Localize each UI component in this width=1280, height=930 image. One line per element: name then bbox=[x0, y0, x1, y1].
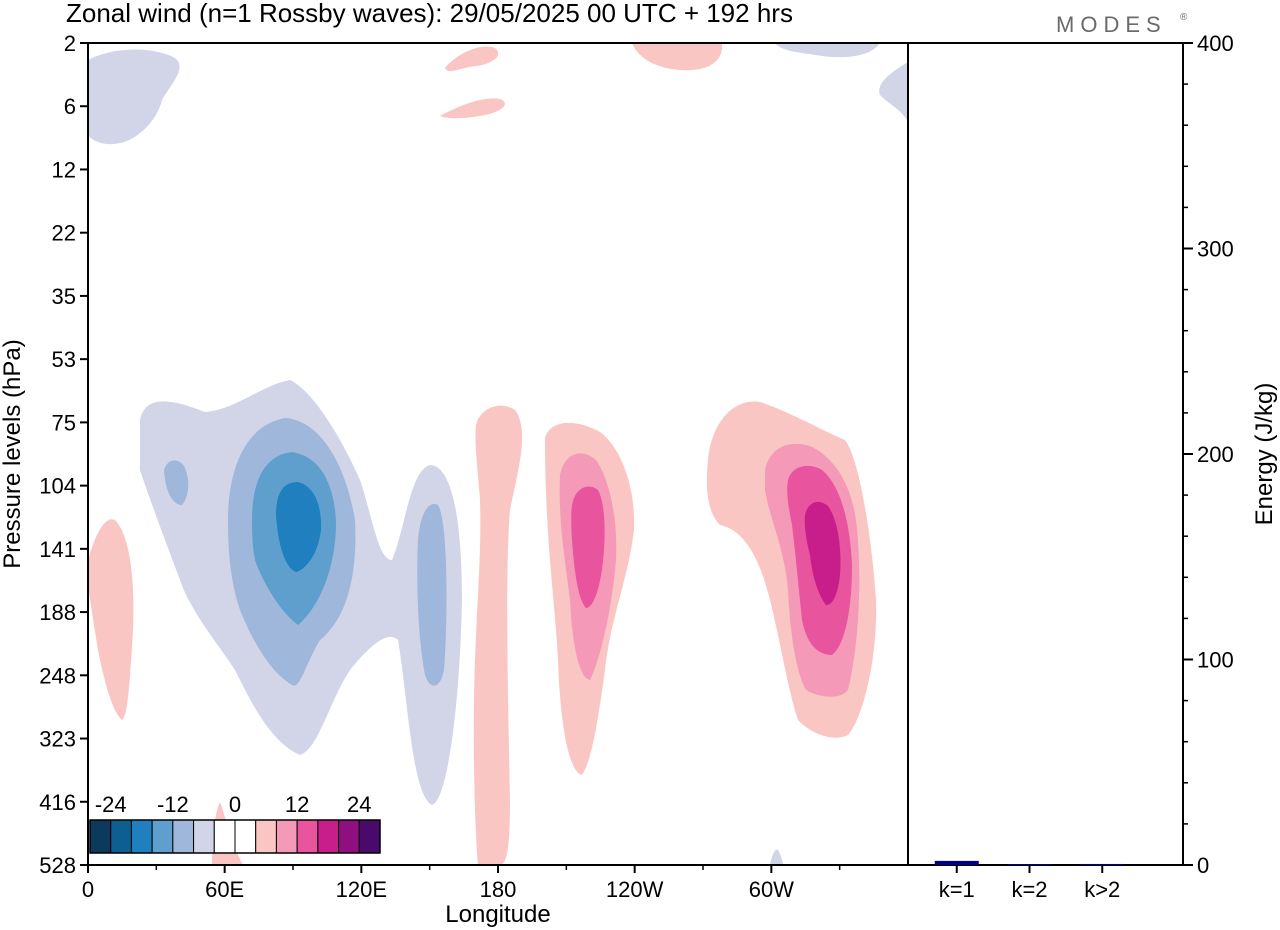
colorbar: -24 -12 0 12 24 bbox=[89, 792, 381, 854]
contour-pos-4b bbox=[804, 501, 841, 606]
contour-pos-strat1 bbox=[445, 46, 499, 72]
colorbar-label: -24 bbox=[95, 792, 127, 817]
y-tick-label: 53 bbox=[52, 347, 76, 372]
x-axis-title: Longitude bbox=[445, 901, 550, 928]
colorbar-label: 0 bbox=[229, 792, 241, 817]
y-axis-ticks: 2 6 12 22 35 53 75 104 141 188 248 323 416 528 bbox=[39, 31, 88, 878]
bar-category-label: k=2 bbox=[1011, 877, 1047, 902]
colorbar-bin bbox=[358, 819, 381, 854]
y-tick-label: 188 bbox=[39, 600, 76, 625]
x-tick-label: 60E bbox=[205, 877, 244, 902]
y-tick-label: 323 bbox=[39, 727, 76, 752]
colorbar-frame bbox=[89, 819, 381, 854]
energy-tick-label: 300 bbox=[1197, 237, 1234, 262]
contour-neg-column bbox=[417, 504, 447, 686]
contour-pos-3a bbox=[571, 486, 605, 608]
y-tick-label: 22 bbox=[52, 221, 76, 246]
brand-logo: MODES bbox=[1056, 12, 1167, 37]
bar-category-label: k=1 bbox=[939, 877, 975, 902]
y-tick-label: 104 bbox=[39, 474, 76, 499]
contour-neg-strat bbox=[88, 49, 180, 145]
contour-neg-topright bbox=[775, 43, 880, 58]
colorbar-bin bbox=[89, 819, 112, 854]
y-tick-label: 416 bbox=[39, 790, 76, 815]
energy-bars: k=1 k=2 k>2 bbox=[934, 860, 1125, 902]
colorbar-bin bbox=[213, 819, 236, 854]
x-tick-label: 0 bbox=[82, 877, 94, 902]
colorbar-bin bbox=[317, 819, 340, 854]
y-tick-label: 248 bbox=[39, 663, 76, 688]
energy-tick-label: 400 bbox=[1197, 31, 1234, 56]
colorbar-label: 24 bbox=[347, 792, 371, 817]
colorbar-bin bbox=[234, 819, 257, 854]
energy-tick-label: 200 bbox=[1197, 442, 1234, 467]
x-tick-label: 60W bbox=[749, 877, 794, 902]
colorbar-bin bbox=[172, 819, 195, 854]
colorbar-bin bbox=[255, 819, 277, 854]
energy-axis-ticks: 0 100 200 300 400 bbox=[1183, 31, 1234, 878]
contour-neg-small bbox=[164, 460, 189, 505]
colorbar-label: 12 bbox=[285, 792, 309, 817]
colorbar-bin bbox=[338, 819, 360, 854]
brand-mark: ® bbox=[1180, 12, 1188, 23]
colorbar-bin bbox=[296, 819, 319, 854]
contour-field bbox=[88, 43, 908, 865]
energy-tick-label: 0 bbox=[1197, 853, 1209, 878]
energy-bar bbox=[1080, 863, 1125, 865]
contour-pos-column bbox=[473, 405, 523, 865]
y-tick-label: 12 bbox=[52, 157, 76, 182]
x-axis-ticks: 0 60E 120E 180 120W 60W bbox=[82, 865, 841, 902]
colorbar-label: -12 bbox=[157, 792, 189, 817]
x-tick-label: 120W bbox=[606, 877, 664, 902]
y-tick-label: 2 bbox=[64, 31, 76, 56]
contour-neg-bottom bbox=[770, 849, 783, 865]
colorbar-bin bbox=[193, 819, 215, 854]
contour-neg-4 bbox=[276, 482, 322, 572]
y-axis-title: Pressure levels (hPa) bbox=[0, 339, 26, 568]
x-tick-label: 180 bbox=[480, 877, 517, 902]
energy-bar bbox=[1007, 864, 1052, 865]
chart-title: Zonal wind (n=1 Rossby waves): 29/05/202… bbox=[66, 0, 793, 28]
y-tick-label: 75 bbox=[52, 410, 76, 435]
contour-pos-strat2 bbox=[440, 98, 505, 119]
contour-pos-leftedge bbox=[88, 519, 134, 720]
x-tick-label: 120E bbox=[336, 877, 387, 902]
y-tick-label: 141 bbox=[39, 537, 76, 562]
energy-tick-label: 100 bbox=[1197, 648, 1234, 673]
energy-bar bbox=[934, 860, 979, 865]
colorbar-bin bbox=[275, 819, 298, 854]
y-tick-label: 35 bbox=[52, 284, 76, 309]
colorbar-bin bbox=[110, 819, 132, 854]
y-tick-label: 528 bbox=[39, 853, 76, 878]
colorbar-bin bbox=[151, 819, 174, 854]
contour-pos-strat3 bbox=[632, 43, 723, 71]
y-tick-label: 6 bbox=[64, 94, 76, 119]
contour-neg-rightedge bbox=[879, 62, 908, 122]
bar-category-label: k>2 bbox=[1084, 877, 1120, 902]
colorbar-bin bbox=[130, 819, 153, 854]
energy-axis-title: Energy (J/kg) bbox=[1251, 383, 1278, 526]
